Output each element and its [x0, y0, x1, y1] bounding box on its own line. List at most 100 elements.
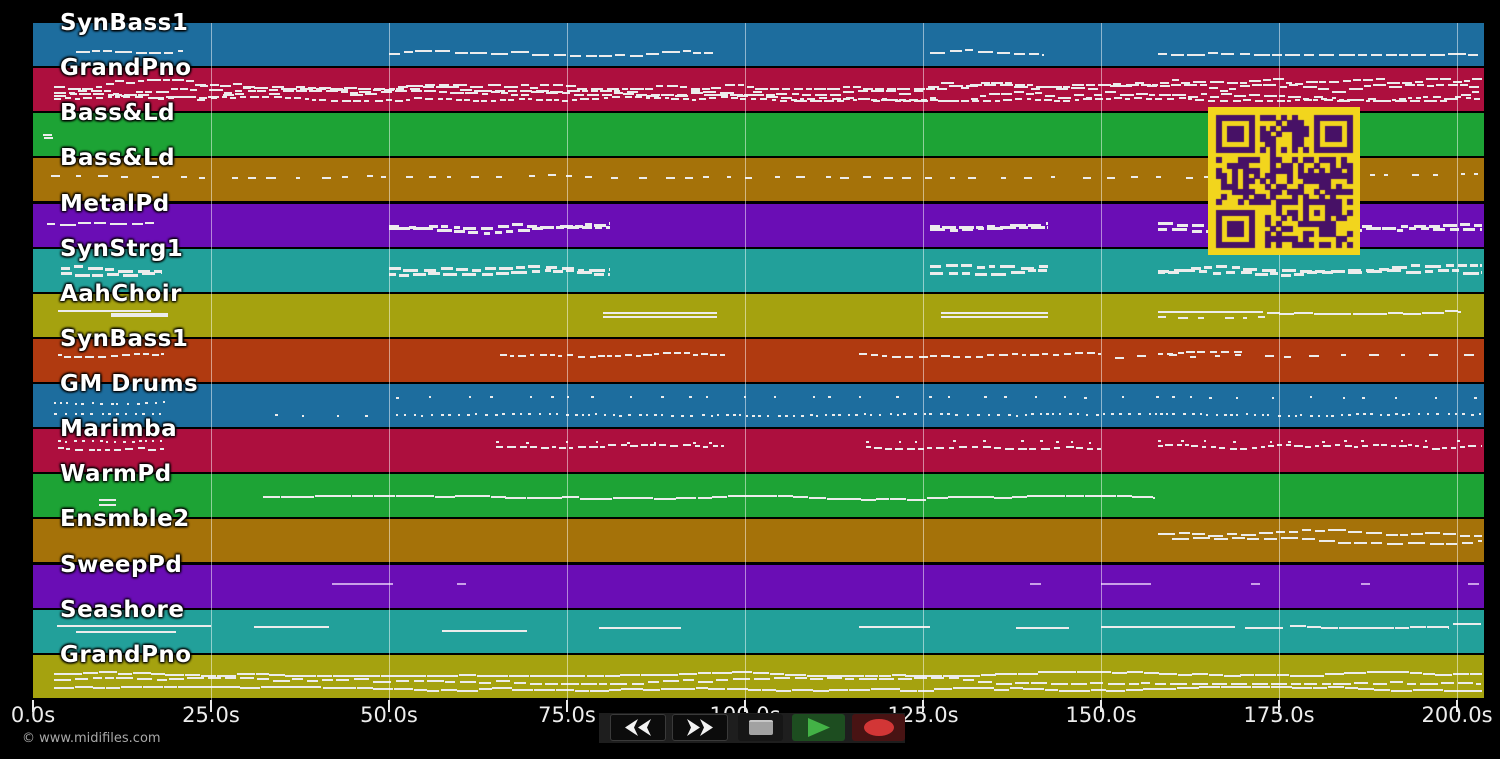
note-segment: [496, 446, 503, 448]
note-segment: [142, 272, 155, 275]
note-segment: [138, 80, 144, 82]
note-segment: [892, 356, 901, 358]
note-segment: [795, 677, 807, 679]
note-segment: [562, 496, 579, 498]
note-segment: [495, 414, 498, 416]
note-segment: [1007, 226, 1016, 229]
note-segment: [727, 176, 731, 178]
note-segment: [825, 414, 827, 416]
note-segment: [1190, 396, 1192, 398]
note-segment: [1415, 445, 1419, 447]
note-segment: [161, 271, 162, 274]
note-segment: [1323, 445, 1331, 447]
note-segment: [930, 225, 940, 228]
note-segment: [582, 90, 588, 92]
note-segment: [1463, 228, 1475, 231]
note-segment: [897, 414, 899, 416]
note-segment: [415, 50, 432, 52]
note-segment: [322, 679, 333, 681]
note-segment: [149, 52, 161, 54]
note-segment: [152, 354, 159, 356]
note-segment: [1127, 671, 1143, 673]
note-segment: [792, 689, 813, 691]
note-segment: [628, 414, 631, 416]
track-label: GrandPno: [60, 642, 192, 668]
note-segment: [611, 177, 618, 179]
note-segment: [121, 686, 142, 688]
rewind-button[interactable]: [610, 714, 666, 741]
note-segment: [375, 100, 383, 102]
note-segment: [81, 403, 84, 405]
note-segment: [1035, 396, 1037, 398]
note-segment: [965, 49, 973, 51]
track-band: [33, 384, 1484, 427]
note-segment: [728, 495, 744, 497]
note-segment: [675, 95, 688, 97]
note-segment: [315, 495, 333, 497]
note-segment: [272, 86, 284, 88]
note-segment: [116, 413, 119, 415]
note-segment: [903, 100, 911, 102]
note-segment: [44, 137, 53, 139]
stop-button[interactable]: [738, 714, 783, 741]
note-segment: [1273, 78, 1284, 80]
note-segment: [600, 90, 612, 92]
note-segment: [553, 270, 563, 273]
note-segment: [151, 97, 164, 99]
note-segment: [625, 354, 632, 356]
note-segment: [871, 688, 886, 690]
note-segment: [552, 446, 556, 448]
note-segment: [1451, 447, 1456, 449]
note-segment: [654, 353, 659, 355]
note-segment: [941, 312, 1048, 314]
note-segment: [1389, 86, 1402, 88]
note-segment: [746, 415, 748, 417]
note-segment: [600, 446, 605, 448]
note-segment: [414, 689, 427, 691]
note-segment: [981, 82, 990, 84]
note-segment: [1443, 533, 1456, 535]
note-segment: [135, 413, 137, 415]
note-segment: [1319, 81, 1326, 83]
note-segment: [477, 675, 496, 677]
note-segment: [712, 496, 727, 498]
note-segment: [1110, 85, 1123, 87]
note-segment: [977, 414, 980, 416]
record-button[interactable]: [852, 714, 905, 741]
note-segment: [1225, 317, 1234, 319]
note-segment: [217, 675, 236, 677]
note-segment: [1305, 446, 1311, 448]
note-segment: [914, 90, 923, 92]
note-segment: [1304, 99, 1312, 101]
note-segment: [1268, 445, 1274, 447]
gridline: [567, 23, 568, 700]
note-segment: [520, 446, 527, 448]
note-segment: [684, 352, 690, 354]
note-segment: [491, 53, 508, 55]
note-segment: [381, 675, 395, 677]
note-segment: [1423, 446, 1428, 448]
note-segment: [1247, 538, 1259, 540]
note-segment: [1167, 98, 1174, 100]
play-button[interactable]: [792, 714, 845, 741]
note-segment: [689, 396, 692, 398]
note-segment: [1426, 689, 1443, 691]
note-segment: [540, 84, 549, 86]
fast-forward-button[interactable]: [672, 714, 728, 741]
note-segment: [1255, 273, 1268, 276]
note-segment: [972, 446, 978, 448]
note-segment: [1313, 99, 1318, 101]
note-segment: [1172, 413, 1175, 415]
note-segment: [1353, 79, 1361, 81]
note-segment: [972, 100, 979, 102]
note-segment: [1371, 542, 1382, 544]
note-segment: [431, 414, 433, 416]
note-segment: [94, 222, 106, 224]
note-segment: [562, 100, 568, 102]
note-segment: [1402, 82, 1412, 84]
note-segment: [975, 273, 987, 276]
note-segment: [1289, 84, 1298, 86]
note-segment: [506, 230, 513, 233]
note-segment: [1101, 583, 1151, 585]
note-segment: [648, 681, 659, 683]
